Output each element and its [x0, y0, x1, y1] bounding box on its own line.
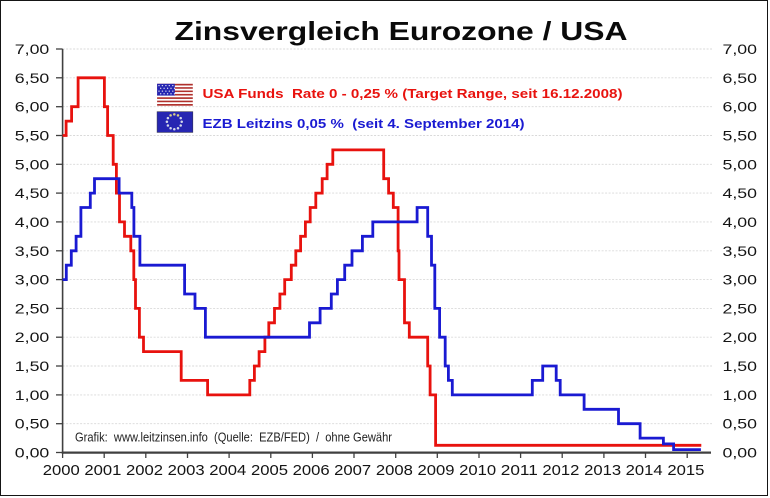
svg-text:1,00: 1,00 — [15, 387, 50, 403]
svg-text:2010: 2010 — [459, 462, 496, 479]
svg-text:7,00: 7,00 — [15, 41, 50, 57]
svg-text:USA Funds Rate 0 - 0,25 % (Ta: USA Funds Rate 0 - 0,25 % (Target Range,… — [203, 87, 623, 101]
svg-text:2007: 2007 — [334, 462, 371, 479]
svg-text:2,50: 2,50 — [15, 300, 50, 316]
svg-text:2004: 2004 — [209, 462, 246, 479]
svg-text:2,00: 2,00 — [15, 329, 50, 345]
svg-text:3,50: 3,50 — [15, 243, 50, 259]
svg-text:4,50: 4,50 — [723, 185, 758, 201]
svg-text:1,00: 1,00 — [723, 387, 758, 403]
svg-text:3,50: 3,50 — [723, 243, 758, 259]
svg-text:2005: 2005 — [251, 462, 288, 479]
svg-text:2014: 2014 — [626, 462, 663, 479]
svg-text:5,50: 5,50 — [15, 128, 50, 144]
svg-text:7,00: 7,00 — [723, 41, 758, 57]
svg-text:5,50: 5,50 — [723, 128, 758, 144]
svg-text:2002: 2002 — [126, 462, 163, 479]
svg-text:2001: 2001 — [84, 462, 121, 479]
svg-text:2013: 2013 — [584, 462, 621, 479]
svg-text:2015: 2015 — [667, 462, 704, 479]
svg-text:4,50: 4,50 — [15, 185, 50, 201]
svg-text:Grafik: www.leitzinsen.info: Grafik: www.leitzinsen.info (Quelle: EZB… — [75, 431, 392, 445]
svg-text:2003: 2003 — [168, 462, 205, 479]
svg-text:2,50: 2,50 — [723, 300, 758, 316]
svg-text:2012: 2012 — [542, 462, 579, 479]
svg-text:4,00: 4,00 — [15, 214, 50, 230]
svg-text:1,50: 1,50 — [723, 358, 758, 374]
svg-text:2009: 2009 — [418, 462, 455, 479]
svg-text:6,00: 6,00 — [723, 99, 758, 115]
svg-text:0,50: 0,50 — [15, 416, 50, 432]
svg-text:3,00: 3,00 — [723, 272, 758, 288]
svg-text:4,00: 4,00 — [723, 214, 758, 230]
svg-text:5,00: 5,00 — [723, 156, 758, 172]
svg-text:EZB Leitzins 0,05 % (seit 4.: EZB Leitzins 0,05 % (seit 4. September 2… — [203, 117, 525, 131]
svg-text:6,50: 6,50 — [15, 70, 50, 86]
svg-text:6,50: 6,50 — [723, 70, 758, 86]
svg-text:2011: 2011 — [501, 462, 538, 479]
svg-text:0,50: 0,50 — [723, 416, 758, 432]
svg-text:6,00: 6,00 — [15, 99, 50, 115]
svg-text:2008: 2008 — [376, 462, 413, 479]
svg-text:0,00: 0,00 — [15, 445, 50, 461]
svg-text:2000: 2000 — [43, 462, 80, 479]
svg-text:5,00: 5,00 — [15, 156, 50, 172]
svg-text:0,00: 0,00 — [723, 445, 758, 461]
svg-text:Zinsvergleich Eurozone / USA: Zinsvergleich Eurozone / USA — [175, 16, 628, 46]
svg-text:2006: 2006 — [293, 462, 330, 479]
svg-text:3,00: 3,00 — [15, 272, 50, 288]
svg-text:1,50: 1,50 — [15, 358, 50, 374]
svg-text:2,00: 2,00 — [723, 329, 758, 345]
